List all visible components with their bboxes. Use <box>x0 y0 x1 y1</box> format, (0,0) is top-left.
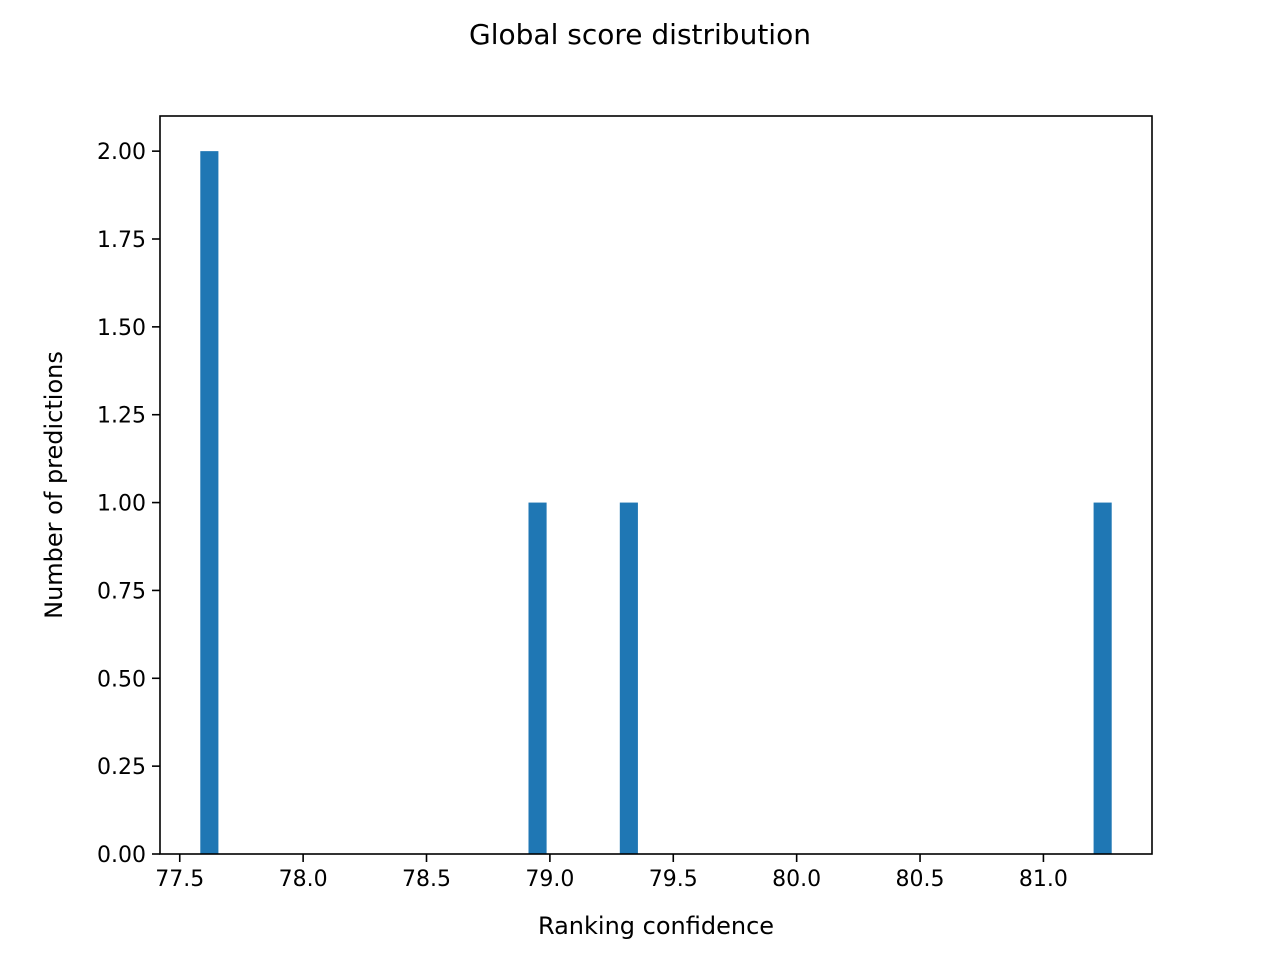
y-tick-label: 0.00 <box>97 843 146 868</box>
histogram-bar <box>1093 502 1112 854</box>
y-axis-ticks: 0.00 0.25 0.50 0.75 1.00 1.25 1.50 1.75 2.00 <box>97 140 160 868</box>
x-tick-label: 78.5 <box>402 867 451 892</box>
y-tick-label: 1.00 <box>97 492 146 517</box>
x-tick-label: 79.0 <box>525 867 574 892</box>
y-tick-label: 1.25 <box>97 404 146 429</box>
y-tick-label: 1.50 <box>97 316 146 341</box>
x-axis-ticks: 77.5 78.0 78.5 79.0 79.5 80.0 80.5 81.0 <box>155 854 1068 892</box>
y-tick-label: 0.75 <box>97 579 146 604</box>
histogram-bar <box>619 502 638 854</box>
y-tick-label: 0.50 <box>97 667 146 692</box>
y-tick-label: 0.25 <box>97 755 146 780</box>
x-tick-label: 81.0 <box>1019 867 1068 892</box>
x-tick-label: 77.5 <box>155 867 204 892</box>
y-tick-label: 1.75 <box>97 228 146 253</box>
bars-layer <box>200 151 1112 855</box>
x-tick-label: 78.0 <box>279 867 328 892</box>
x-axis-label: Ranking confidence <box>538 912 774 940</box>
histogram-bar <box>200 151 219 855</box>
plot-frame <box>159 115 1153 855</box>
x-tick-label: 80.0 <box>772 867 821 892</box>
y-tick-label: 2.00 <box>97 140 146 165</box>
x-tick-label: 80.5 <box>896 867 945 892</box>
x-tick-label: 79.5 <box>649 867 698 892</box>
chart-title: Global score distribution <box>469 18 811 51</box>
y-axis-label: Number of predictions <box>40 351 68 619</box>
histogram-bar <box>528 502 547 854</box>
